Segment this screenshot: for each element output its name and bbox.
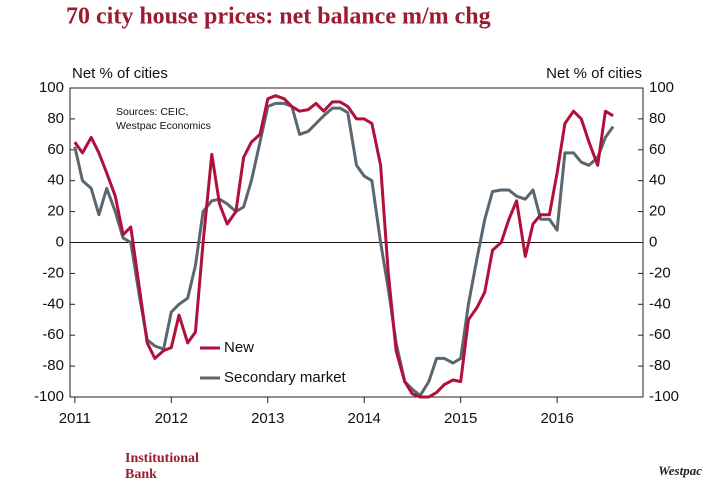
annotation: Westpac Economics: [116, 120, 211, 132]
y-tick-label: -80: [42, 357, 64, 374]
annotation: Sources: CEIC,: [116, 106, 188, 118]
x-tick-label: 2013: [251, 410, 284, 427]
chart-title: 70 city house prices: net balance m/m ch…: [66, 4, 491, 30]
legend-label: New: [224, 339, 254, 356]
y2-tick-label: 0: [649, 233, 657, 250]
y-tick-label: 100: [39, 79, 64, 96]
series-line: [73, 94, 614, 399]
y-tick-label: 20: [47, 203, 64, 220]
y2-tick-label: -100: [649, 388, 679, 405]
brand: Bank: [125, 467, 157, 482]
y-tick-label: -100: [34, 388, 64, 405]
x-tick-label: 2012: [155, 410, 188, 427]
y-tick-label: -40: [42, 295, 64, 312]
y-tick-label: -60: [42, 326, 64, 343]
y-tick-label: 80: [47, 110, 64, 127]
x-tick-label: 2016: [540, 410, 573, 427]
y-tick-label: 60: [47, 141, 64, 158]
y2-tick-label: 100: [649, 79, 674, 96]
y2-tick-label: 80: [649, 110, 666, 127]
x-tick-label: 2015: [444, 410, 477, 427]
y2-tick-label: -80: [649, 357, 671, 374]
x-tick-label: 2014: [348, 410, 381, 427]
y2-tick-label: 20: [649, 203, 666, 220]
y-tick-label: -20: [42, 264, 64, 281]
y2-tick-label: 60: [649, 141, 666, 158]
y-tick-label: 0: [56, 233, 64, 250]
y2-tick-label: -60: [649, 326, 671, 343]
y2-tick-label: 40: [649, 172, 666, 189]
series-line: [73, 101, 615, 397]
x-tick-label: 2011: [59, 410, 91, 427]
brand: Institutional: [125, 451, 199, 466]
y2-axis-label: Net % of cities: [546, 65, 642, 82]
y-tick-label: 40: [47, 172, 64, 189]
logo: Westpac: [658, 463, 702, 478]
y-axis-label: Net % of cities: [72, 65, 168, 82]
y2-tick-label: -40: [649, 295, 671, 312]
y2-tick-label: -20: [649, 264, 671, 281]
legend-label: Secondary market: [224, 369, 347, 386]
